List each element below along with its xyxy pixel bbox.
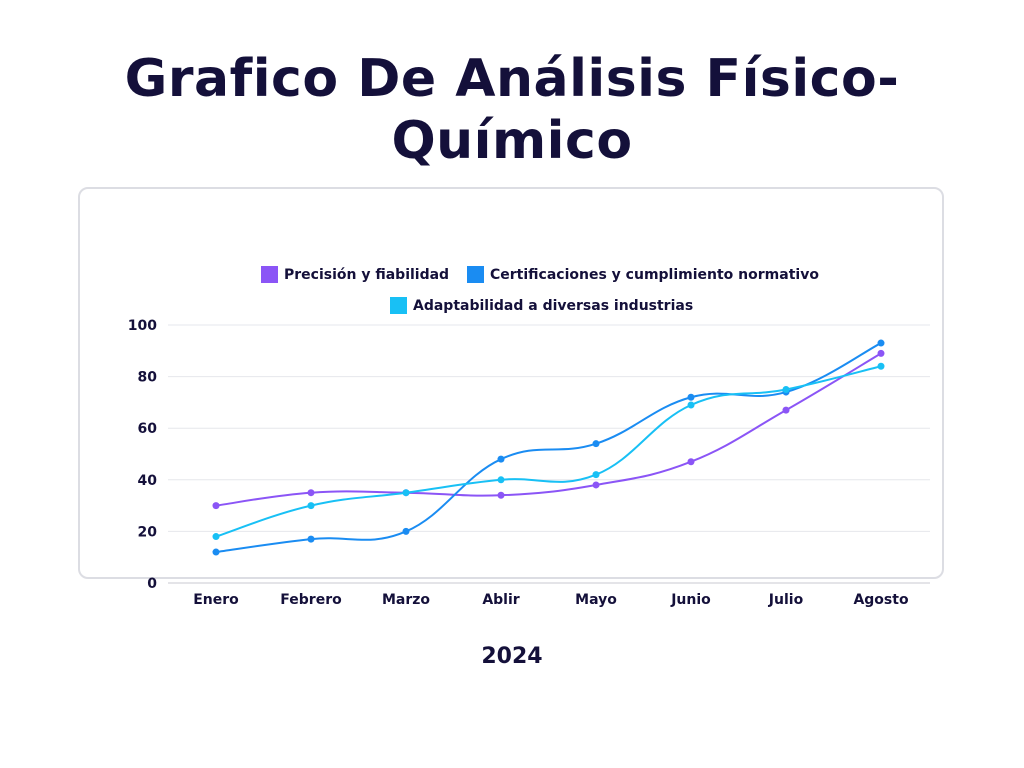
grid-lines: [168, 324, 930, 584]
data-point: [877, 339, 885, 347]
data-point: [687, 401, 695, 409]
data-point: [592, 471, 600, 479]
data-point: [782, 386, 790, 393]
data-point: [307, 535, 315, 543]
data-point: [877, 362, 885, 370]
x-tick-label: Ablir: [482, 592, 519, 608]
data-point: [592, 481, 600, 489]
x-axis-ticks: Enero Febrero Marzo Ablir Mayo Junio Julio Agos…: [193, 592, 909, 608]
y-axis-ticks: 0 20 40 60 80 100: [128, 318, 157, 592]
chart-title-line-2: Químico: [391, 111, 633, 171]
data-point: [212, 502, 220, 510]
data-point: [402, 489, 410, 497]
data-point: [402, 527, 410, 535]
chart-card: [78, 187, 944, 579]
legend-label: Certificaciones y cumplimiento normativo: [490, 267, 819, 283]
x-tick-label: Agosto: [853, 592, 909, 608]
data-point: [497, 455, 505, 463]
y-tick-label: 100: [128, 318, 157, 334]
y-tick-label: 80: [138, 370, 158, 386]
chart-title-line-1: Grafico De Análisis Físico-: [124, 49, 900, 109]
series-line-1: [215, 352, 882, 507]
legend-label: Precisión y fiabilidad: [284, 267, 449, 283]
data-point: [497, 476, 505, 484]
series-line-2: [215, 342, 882, 554]
x-tick-label: Enero: [193, 592, 239, 608]
series-line-3: [215, 365, 882, 538]
data-point: [497, 491, 505, 499]
x-axis-year-label: 2024: [481, 644, 543, 669]
chart-title: Grafico De Análisis Físico- Químico: [0, 48, 1024, 172]
legend-swatch: [390, 297, 407, 314]
x-tick-label: Julio: [768, 592, 804, 608]
x-tick-label: Mayo: [575, 592, 617, 608]
data-point: [212, 533, 220, 541]
legend-label: Adaptabilidad a diversas industrias: [413, 298, 693, 314]
data-point: [687, 458, 695, 466]
data-point: [687, 393, 695, 401]
legend-swatch: [467, 266, 484, 283]
legend-swatch: [261, 266, 278, 283]
x-tick-label: Junio: [670, 592, 711, 608]
y-tick-label: 0: [147, 576, 157, 592]
data-point: [782, 406, 790, 414]
y-tick-label: 60: [138, 421, 158, 437]
y-tick-label: 20: [138, 524, 158, 540]
data-point: [877, 349, 885, 357]
x-tick-label: Marzo: [382, 592, 430, 608]
data-point: [307, 502, 315, 510]
legend: Precisión y fiabilidad Certificaciones y …: [261, 266, 819, 314]
data-point: [212, 548, 220, 556]
data-point: [307, 489, 315, 497]
data-point: [592, 440, 600, 448]
series-layer: [212, 339, 885, 556]
y-tick-label: 40: [138, 473, 158, 489]
x-tick-label: Febrero: [280, 592, 342, 608]
